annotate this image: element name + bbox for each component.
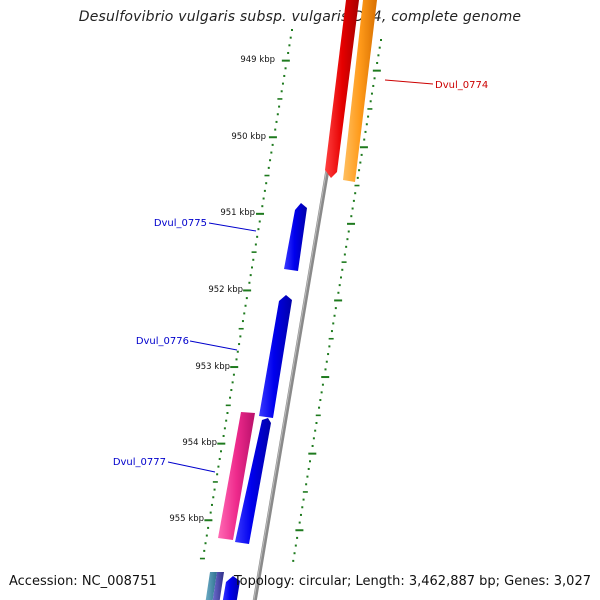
genome-summary-label: Topology: circular; Length: 3,462,887 bp… bbox=[233, 574, 591, 589]
genome-title: Desulfovibrio vulgaris subsp. vulgaris D… bbox=[78, 9, 522, 25]
gene-dvul-0777-blue[interactable] bbox=[235, 418, 271, 544]
gene-partial-blue[interactable] bbox=[222, 576, 240, 600]
gene-label-dvul-0776[interactable]: Dvul_0776 bbox=[136, 336, 189, 347]
tick-label: 953 kbp bbox=[195, 362, 230, 372]
tick-labels: 949 kbp 950 kbp 951 kbp 952 kbp 953 kbp … bbox=[169, 55, 275, 524]
inner-tick-ruler bbox=[199, 29, 293, 560]
leader-line-dvul-0776 bbox=[189, 340, 238, 351]
tick-label: 954 kbp bbox=[182, 438, 217, 448]
tick-label: 949 kbp bbox=[240, 55, 275, 65]
gene-partial-purple[interactable] bbox=[212, 572, 224, 600]
gene-label-dvul-0777[interactable]: Dvul_0777 bbox=[113, 457, 166, 468]
accession-label: Accession: NC_008751 bbox=[9, 574, 157, 589]
leader-line-dvul-0775 bbox=[208, 222, 257, 232]
outer-dotted-ruler bbox=[292, 39, 382, 562]
tick-label: 952 kbp bbox=[208, 285, 243, 295]
gene-dvul-0776[interactable] bbox=[259, 295, 292, 418]
gene-dvul-0775[interactable] bbox=[284, 203, 307, 271]
gene-dvul-0777-pink[interactable] bbox=[218, 412, 255, 540]
gene-dvul-0774-red[interactable] bbox=[325, 0, 359, 178]
tick-label: 951 kbp bbox=[220, 208, 255, 218]
gene-dvul-0774-orange[interactable] bbox=[343, 0, 377, 182]
leader-line-dvul-0774 bbox=[384, 79, 434, 85]
tick-label: 955 kbp bbox=[169, 514, 204, 524]
gene-label-dvul-0775[interactable]: Dvul_0775 bbox=[154, 218, 207, 229]
tick-label: 950 kbp bbox=[231, 132, 266, 142]
gene-partial-teal[interactable] bbox=[205, 572, 217, 600]
gene-label-dvul-0774[interactable]: Dvul_0774 bbox=[435, 80, 488, 91]
leader-line-dvul-0777 bbox=[167, 461, 216, 473]
